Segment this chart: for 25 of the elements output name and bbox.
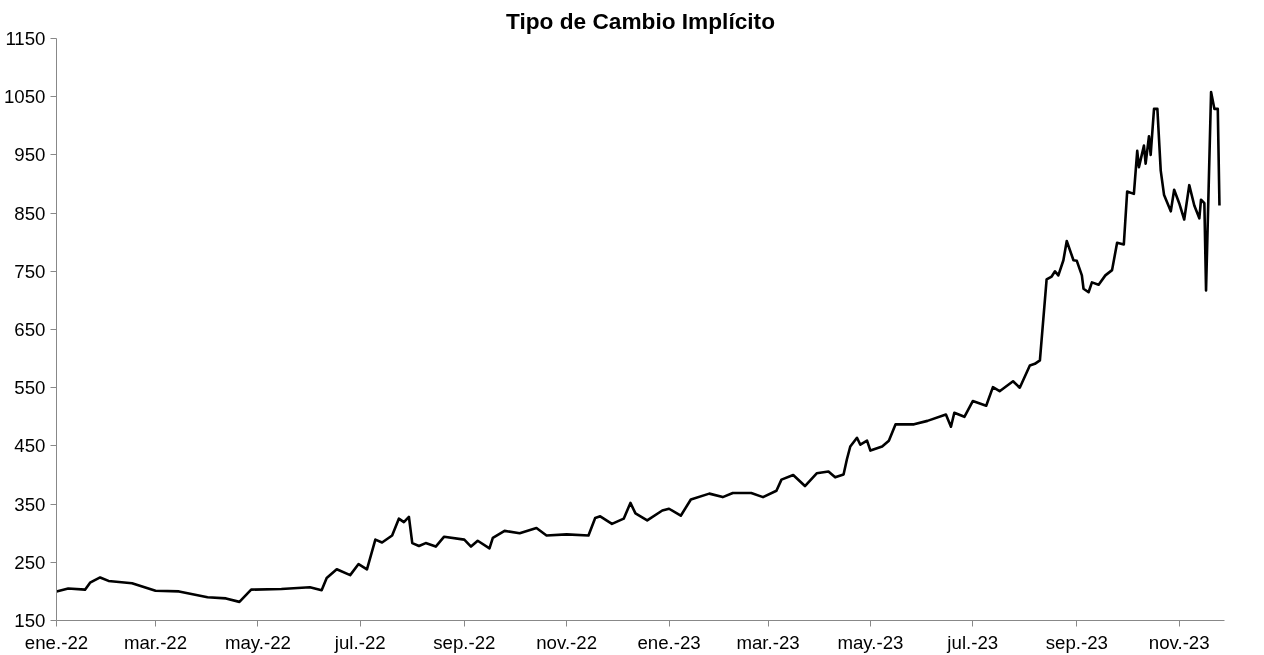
x-tick-label: ene.-23 (637, 631, 701, 653)
y-tick-label: 1150 (5, 28, 46, 49)
x-tick-label: nov.-22 (536, 631, 598, 653)
y-tick-label: 550 (14, 377, 46, 399)
x-tick-label: jul.-22 (333, 631, 386, 653)
y-tick-label: 450 (14, 435, 46, 457)
y-tick-label: 650 (14, 319, 46, 340)
x-tick-label: may.-23 (837, 631, 904, 653)
x-tick-label: nov.-23 (1148, 631, 1210, 653)
x-tick-label: sep.-23 (1045, 631, 1108, 653)
y-tick-label: 950 (14, 144, 46, 166)
y-tick-label: 150 (14, 610, 46, 631)
y-tick-label: 350 (14, 493, 46, 515)
x-tick-label: ene.-22 (24, 631, 89, 653)
x-tick-label: sep.-22 (433, 631, 496, 653)
x-tick-label: mar.-23 (736, 631, 800, 653)
line-series (56, 90, 1221, 604)
y-tick-label: 850 (14, 202, 46, 224)
chart-title: Tipo de Cambio Implícito (506, 7, 775, 34)
x-tick-label: mar.-22 (123, 631, 188, 653)
x-tick-label: jul.-23 (946, 631, 999, 653)
y-tick-label: 1050 (4, 86, 46, 108)
y-tick-label: 250 (14, 551, 46, 573)
x-tick-label: may.-22 (224, 631, 291, 653)
y-tick-label: 750 (14, 260, 46, 282)
